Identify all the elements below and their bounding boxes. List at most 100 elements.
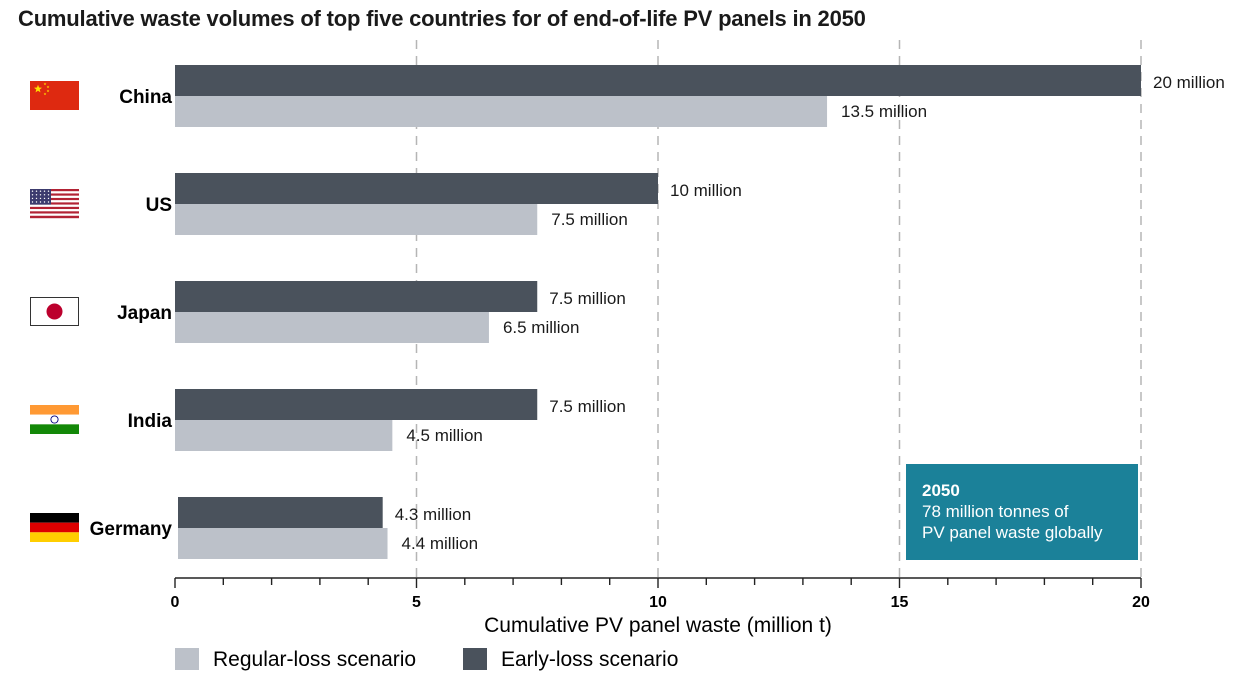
us-flag-stripe [30, 197, 79, 201]
us-flag-stripe [30, 193, 79, 196]
value-label-early-japan: 7.5 million [549, 289, 626, 308]
legend-swatch-early [463, 648, 487, 670]
us-flag-star [47, 194, 50, 196]
legend: Regular-loss scenario Early-loss scenario [175, 648, 678, 671]
india-flag-white [30, 414, 79, 425]
x-tick-label-0: 0 [171, 594, 180, 611]
germany-flag-black [30, 513, 79, 523]
china-flag-field [30, 81, 79, 110]
value-label-regular-germany: 4.4 million [402, 534, 479, 553]
value-label-regular-china: 13.5 million [841, 102, 927, 121]
value-label-early-germany: 4.3 million [395, 505, 472, 524]
value-label-early-india: 7.5 million [549, 397, 626, 416]
value-label-early-china: 20 million [1153, 73, 1225, 92]
callout-line-1: 78 million tonnes of [922, 502, 1069, 521]
us-flag-star [43, 197, 46, 200]
us-flag-star [47, 197, 50, 200]
us-flag-stripe [30, 206, 79, 210]
us-flag-star [31, 197, 34, 200]
x-tick-label-5: 5 [412, 594, 421, 611]
us-flag-stripe [30, 213, 79, 216]
bar-early-india [175, 389, 538, 420]
global-waste-callout: 2050 78 million tonnes of PV panel waste… [906, 464, 1138, 560]
bar-early-us [175, 173, 658, 204]
us-flag-star [35, 194, 38, 196]
flags [30, 81, 79, 542]
us-flag-star [43, 201, 46, 203]
us-flag-star [35, 201, 38, 203]
us-flag-star [35, 190, 38, 192]
country-label-china: China [119, 87, 172, 108]
bar-regular-us [175, 204, 538, 235]
us-flag-star [35, 197, 38, 200]
germany-flag-red [30, 522, 79, 533]
us-flag-star [31, 194, 34, 196]
us-flag-star [31, 190, 34, 192]
india-flag-green [30, 424, 79, 434]
country-label-india: India [128, 411, 173, 432]
bar-regular-india [175, 420, 393, 451]
x-axis: 0 5 10 15 20 Cumulative PV panel waste (milli… [171, 577, 1150, 637]
callout-line-2: PV panel waste globally [922, 523, 1103, 542]
us-flag-stripe [30, 200, 79, 203]
chart-title: Cumulative waste volumes of top five cou… [18, 6, 866, 31]
china-flag-small-star [46, 85, 50, 89]
us-flag-stripe [30, 211, 79, 214]
germany-flag-gold [30, 532, 79, 542]
us-flag-star [47, 201, 50, 203]
legend-label-regular: Regular-loss scenario [213, 648, 416, 671]
country-label-us: US [146, 195, 172, 216]
bar-regular-japan [175, 312, 489, 343]
value-label-regular-japan: 6.5 million [503, 318, 580, 337]
us-flag-star [39, 190, 42, 192]
country-label-japan: Japan [117, 303, 172, 324]
us-flag-stripe [30, 209, 79, 212]
x-tick-label-15: 15 [891, 594, 909, 611]
us-flag-stripe [30, 191, 79, 194]
us-flag-icon [30, 189, 79, 219]
china-flag-small-star [43, 82, 47, 86]
labels: 20 million 13.5 million China 10 million 7.5… [90, 73, 1225, 553]
legend-swatch-regular [175, 648, 199, 670]
bars [175, 65, 1141, 559]
india-flag-icon [30, 405, 79, 434]
us-flag-stripe [30, 215, 79, 219]
bar-early-germany [178, 497, 383, 528]
china-flag-small-star [46, 89, 50, 93]
us-flag-canton [30, 189, 51, 205]
us-flag-star [31, 201, 34, 203]
country-label-germany: Germany [90, 519, 173, 540]
us-flag-stripe [30, 202, 79, 205]
us-flag-star [39, 197, 42, 200]
india-flag-chakra [50, 415, 59, 424]
x-tick-label-20: 20 [1132, 594, 1150, 611]
legend-label-early: Early-loss scenario [501, 648, 678, 671]
bar-regular-china [175, 96, 828, 127]
value-label-early-us: 10 million [670, 181, 742, 200]
grid-lines [415, 40, 1142, 578]
value-label-regular-india: 4.5 million [406, 426, 483, 445]
us-flag-star [39, 201, 42, 203]
value-label-regular-us: 7.5 million [551, 210, 628, 229]
us-flag-star [43, 194, 46, 196]
bar-regular-germany [178, 528, 388, 559]
us-flag-stripe [30, 204, 79, 208]
us-flag-stripe [30, 195, 79, 199]
us-flag-star [43, 190, 46, 192]
x-axis-title: Cumulative PV panel waste (million t) [484, 614, 832, 637]
bar-early-japan [175, 281, 538, 312]
china-flag-small-star [43, 92, 47, 96]
japan-flag-icon [30, 297, 79, 326]
callout-year: 2050 [922, 481, 960, 500]
germany-flag-icon [30, 513, 79, 542]
china-flag-icon [30, 81, 79, 110]
india-flag-saffron [30, 405, 79, 415]
japan-flag-disc [46, 303, 63, 320]
bar-early-china [175, 65, 1141, 96]
china-flag-big-star [34, 84, 42, 93]
x-tick-label-10: 10 [649, 594, 667, 611]
us-flag-star [39, 194, 42, 196]
us-flag-stripe [30, 189, 79, 192]
us-flag-star [47, 190, 50, 192]
